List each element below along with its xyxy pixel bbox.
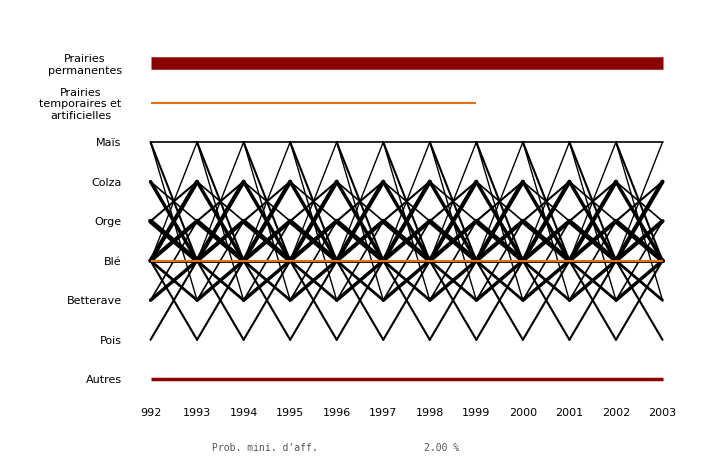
Text: 2.00 %: 2.00 % [424, 443, 460, 453]
Text: Prob. mini. d'aff.: Prob. mini. d'aff. [212, 443, 318, 453]
